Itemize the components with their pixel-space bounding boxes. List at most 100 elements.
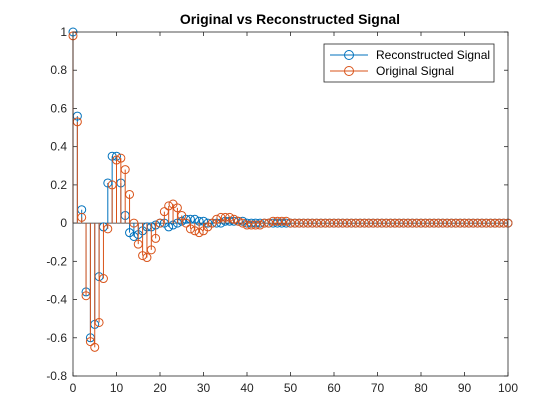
stem-marker [342,218,352,228]
y-tick-label: 0.2 [50,178,67,192]
y-axis: -0.8 -0.6 -0.4 -0.2 0 0.2 0.4 0.6 0.8 1 [46,25,508,383]
stem-marker [194,228,204,238]
stem-marker [442,218,452,228]
stem-marker [364,218,374,228]
y-tick-label: -0.2 [46,254,67,268]
stem-marker [446,218,456,228]
y-tick-label: 0.4 [50,140,67,154]
x-tick-label: 60 [327,381,341,395]
stem-marker [325,218,335,228]
stem-marker [90,342,100,352]
stem-marker [120,165,130,175]
stem-marker [494,218,504,228]
stem-marker [460,218,469,228]
x-tick-label: 100 [498,381,518,395]
plot-border [72,31,509,377]
stem-marker [94,317,104,327]
legend-label: Original Signal [376,64,454,78]
stem-marker [420,218,430,228]
stem-marker [399,218,409,228]
chart-title: Original vs Reconstructed Signal [180,11,400,27]
x-tick-label: 30 [197,381,211,395]
x-tick-label: 70 [371,381,385,395]
legend-swatch-marker [344,66,354,76]
stem-marker [290,218,300,228]
stem-marker [103,224,113,234]
stem-marker [464,218,474,228]
stem-marker [451,218,461,228]
x-tick-label: 40 [240,381,254,395]
y-tick-label: 0 [60,216,67,230]
stem-marker [125,189,135,199]
stem-marker [481,218,491,228]
stem-marker [477,218,487,228]
x-tick-label: 90 [458,381,472,395]
x-tick-label: 20 [153,381,167,395]
stem-marker [486,218,496,228]
x-tick-label: 10 [110,381,124,395]
stem-marker [438,218,448,228]
legend: Reconstructed Signal Original Signal [323,43,495,83]
series-layer [68,27,513,352]
stem-marker [425,218,435,228]
stem-marker [303,218,313,228]
stem-marker [351,218,361,228]
legend-entry-reconstructed: Reconstructed Signal [330,48,490,62]
stem-marker [429,218,439,228]
stem-marker [294,218,304,228]
stem-marker [346,218,356,228]
stem-marker [329,218,339,228]
stem-marker [312,218,322,228]
stem-marker [355,218,365,228]
stem-marker [377,218,387,228]
legend-box [323,43,495,83]
stem-marker [394,218,404,228]
stem-marker [359,218,369,228]
stem-marker [142,253,152,263]
stem-marker [233,216,243,226]
stem-marker [390,218,400,228]
stem-marker [151,233,161,243]
y-tick-label: -0.6 [46,331,67,345]
stem-marker [255,220,265,230]
stem-marker [407,218,417,228]
stem-marker [373,218,382,228]
stem-marker [281,216,291,226]
series-1 [68,31,513,352]
stem-marker [412,218,422,228]
stem-marker [116,153,126,163]
stem-marker [146,245,156,255]
stem-marker [416,218,426,228]
legend-entry-original: Original Signal [330,64,454,78]
x-tick-label: 80 [414,381,428,395]
stem-marker [490,218,500,228]
stem-marker [368,218,378,228]
stem-marker [177,210,187,220]
legend-swatch-marker [344,50,354,60]
stem-marker [386,218,396,228]
stem-marker [338,218,348,228]
y-tick-label: 1 [60,25,67,39]
plot-area [73,32,508,376]
stem-marker [172,203,182,213]
y-tick-label: -0.4 [46,293,67,307]
stem-marker [259,218,269,228]
y-tick-label: 0.6 [50,101,67,115]
stem-marker [333,218,343,228]
stem-marker [433,218,443,228]
stem-marker [320,218,330,228]
stem-marker [98,274,108,284]
stem-marker [299,218,309,228]
stem-marker [403,218,413,228]
x-tick-label: 0 [70,381,77,395]
stem-marker [307,218,317,228]
stem-marker [316,218,326,228]
stem-marker [225,212,235,222]
stem-marker [468,218,478,228]
x-axis: 0 10 20 30 40 50 60 70 80 90 100 [70,32,518,395]
stem-marker [77,212,87,222]
legend-label: Reconstructed Signal [376,48,490,62]
y-tick-label: 0.8 [50,63,67,77]
y-tick-label: -0.8 [46,369,67,383]
